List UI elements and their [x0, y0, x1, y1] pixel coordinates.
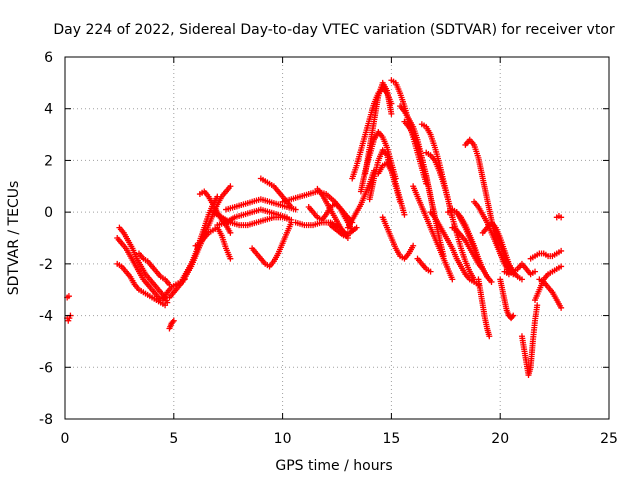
data-point: [449, 276, 456, 283]
series-arc-32: [401, 118, 447, 260]
series-arc-43: [475, 276, 493, 340]
data-point: [510, 312, 517, 319]
series-arc-11: [192, 224, 234, 262]
series-arc-1: [64, 312, 74, 324]
series-arc-29: [379, 214, 417, 262]
data-point: [169, 319, 176, 326]
data-point: [488, 278, 495, 285]
x-tick-label: 15: [382, 431, 400, 447]
series-arc-45: [488, 219, 517, 278]
series-arc-14: [214, 206, 290, 229]
y-tick-label: 0: [44, 205, 53, 221]
data-point: [558, 304, 565, 311]
data-point: [162, 302, 169, 309]
series-arc-50: [536, 276, 565, 311]
x-tick-labels: 0 5 10 15 20 25: [61, 431, 618, 447]
data-point: [518, 276, 525, 283]
data-point: [227, 183, 234, 190]
data-point: [486, 333, 493, 340]
y-tick-label: -2: [39, 257, 53, 273]
data-point: [227, 255, 234, 262]
data-point: [388, 110, 395, 117]
series-arc-4: [114, 235, 164, 304]
series-arc-8: [166, 317, 177, 332]
x-axis-label: GPS time / hours: [275, 458, 392, 474]
data-point: [534, 302, 541, 309]
data-points: [64, 77, 565, 379]
series-arc-28: [375, 160, 408, 218]
series-arc-51: [527, 247, 565, 262]
data-point: [509, 313, 516, 320]
series-arc-6: [135, 250, 173, 288]
series-arc-16: [249, 219, 295, 270]
y-tick-label: 4: [44, 102, 53, 118]
series-arc-46: [497, 276, 517, 322]
data-point: [214, 193, 221, 200]
data-point: [288, 203, 295, 210]
data-point: [292, 206, 299, 213]
series-arc-33: [410, 183, 456, 283]
y-tick-label: -8: [39, 412, 53, 428]
series-arc-49: [532, 263, 565, 304]
data-point: [401, 211, 408, 218]
axis-ticks: [64, 56, 610, 420]
series-arc-5: [114, 260, 169, 309]
data-point: [532, 268, 539, 275]
series-arc-40: [453, 209, 495, 285]
series-arc-34: [414, 255, 434, 275]
x-tick-label: 20: [491, 431, 509, 447]
x-tick-label: 0: [61, 431, 70, 447]
data-point: [227, 229, 234, 236]
y-axis-label: SDTVAR / TECUs: [6, 181, 22, 296]
series-arc-22: [327, 222, 360, 239]
data-point: [558, 214, 565, 221]
series-arc-23: [344, 167, 377, 231]
plot-frame: [64, 56, 610, 420]
y-tick-labels: -8 -6 -4 -2 0 2 4 6: [39, 50, 53, 428]
series-arc-47: [501, 260, 539, 278]
x-tick-label: 25: [600, 431, 618, 447]
data-point: [283, 214, 290, 221]
chart-title: Day 224 of 2022, Sidereal Day-to-day VTE…: [53, 22, 615, 38]
y-tick-label: 2: [44, 153, 53, 169]
data-point: [65, 293, 72, 300]
data-point: [558, 263, 565, 270]
data-point: [410, 242, 417, 249]
x-tick-label: 5: [169, 431, 178, 447]
data-point: [558, 247, 565, 254]
y-tick-label: 6: [44, 50, 53, 66]
y-tick-label: -4: [39, 309, 53, 325]
x-tick-label: 10: [274, 431, 292, 447]
series-arc-37: [427, 209, 482, 288]
y-tick-label: -6: [39, 360, 53, 376]
data-point: [427, 268, 434, 275]
data-point: [170, 317, 177, 324]
series-arc-52: [553, 213, 565, 221]
data-point: [353, 224, 360, 231]
series-arc-48: [518, 302, 541, 379]
